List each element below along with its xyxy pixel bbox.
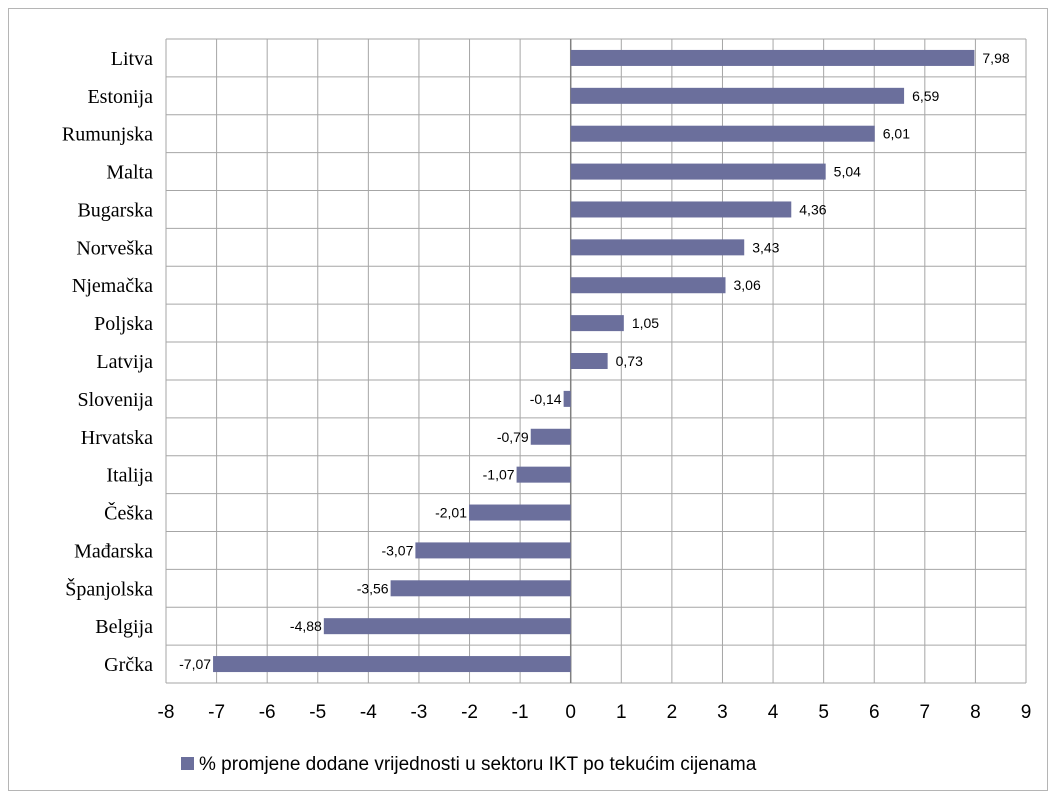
data-label: -0,14	[530, 391, 562, 407]
bar	[563, 390, 571, 407]
legend: % promjene dodane vrijednosti u sektoru …	[181, 754, 757, 775]
x-tick-label: 1	[616, 702, 627, 723]
x-tick-label: -6	[259, 702, 276, 723]
category-label: Norveška	[76, 237, 153, 259]
category-label: Malta	[106, 162, 153, 184]
category-label: Njemačka	[72, 275, 153, 297]
x-tick-label: 2	[667, 702, 678, 723]
category-label: Grčka	[104, 654, 153, 676]
category-label: Poljska	[94, 313, 153, 335]
category-label: Bugarska	[77, 199, 153, 221]
x-tick-label: -4	[360, 702, 377, 723]
bar	[570, 49, 975, 66]
x-tick-label: 5	[818, 702, 829, 723]
x-tick-label: 4	[768, 702, 779, 723]
data-label: -3,56	[357, 580, 389, 596]
x-tick-labels: -8 -7 -6 -5 -4 -3 -2 -1 0 1 2 3 4 5 6 7 8 9	[158, 702, 1032, 723]
category-label: Mađarska	[74, 540, 153, 562]
data-label: -0,79	[497, 429, 529, 445]
bar	[213, 656, 571, 673]
category-label: Slovenija	[77, 389, 153, 411]
data-labels: 7,98 6,59 6,01 5,04 4,36 3,43 3,06 1,05 0,73 -0,1…	[179, 50, 1010, 672]
category-label: Rumunjska	[62, 124, 153, 146]
data-label: 6,59	[912, 88, 939, 104]
category-label: Španjolska	[65, 576, 153, 600]
bar-chart: Litva Estonija Rumunjska Malta Bugarska Norve…	[62, 38, 1032, 775]
gridlines	[165, 38, 1027, 684]
x-tick-label: 3	[717, 702, 728, 723]
bar	[323, 618, 571, 635]
x-tick-label: -7	[208, 702, 225, 723]
data-label: 5,04	[834, 164, 861, 180]
bar	[516, 466, 571, 483]
data-label: 0,73	[616, 353, 643, 369]
bar	[415, 542, 571, 559]
bar	[570, 201, 792, 218]
data-label: 4,36	[799, 201, 826, 217]
category-label: Estonija	[87, 86, 153, 108]
x-tick-label: 9	[1021, 702, 1032, 723]
legend-swatch	[181, 757, 194, 770]
x-tick-label: 6	[869, 702, 880, 723]
category-label: Litva	[111, 48, 153, 70]
data-label: 3,06	[734, 277, 761, 293]
bar	[570, 315, 624, 332]
legend-label: % promjene dodane vrijednosti u sektoru …	[199, 754, 757, 775]
x-tick-label: 0	[565, 702, 576, 723]
category-label: Latvija	[96, 351, 153, 373]
category-label: Hrvatska	[81, 427, 153, 449]
bar	[530, 428, 571, 445]
x-tick-label: -8	[158, 702, 175, 723]
data-label: -3,07	[381, 542, 413, 558]
data-label: 3,43	[752, 239, 779, 255]
data-label: -7,07	[179, 656, 211, 672]
x-tick-label: -2	[461, 702, 478, 723]
category-label: Italija	[106, 465, 153, 487]
data-label: -4,88	[290, 618, 322, 634]
category-label: Češka	[104, 501, 153, 525]
bar	[390, 580, 571, 597]
x-tick-label: -5	[309, 702, 326, 723]
x-tick-label: -1	[512, 702, 529, 723]
bar	[469, 504, 571, 521]
x-tick-label: -3	[410, 702, 427, 723]
bars	[213, 49, 975, 673]
category-labels: Litva Estonija Rumunjska Malta Bugarska Norve…	[62, 48, 153, 676]
bar	[570, 353, 608, 369]
chart-frame: Litva Estonija Rumunjska Malta Bugarska Norve…	[8, 8, 1048, 791]
data-label: -1,07	[483, 467, 515, 483]
data-label: 1,05	[632, 315, 659, 331]
bar	[570, 239, 745, 256]
x-tick-label: 8	[970, 702, 981, 723]
x-tick-label: 7	[920, 702, 931, 723]
data-label: 7,98	[982, 50, 1009, 66]
bar	[570, 277, 726, 294]
bar	[570, 163, 826, 180]
data-label: -2,01	[435, 505, 467, 521]
data-label: 6,01	[883, 126, 910, 142]
category-label: Belgija	[95, 616, 153, 638]
bar	[570, 87, 905, 104]
bar	[570, 125, 875, 142]
